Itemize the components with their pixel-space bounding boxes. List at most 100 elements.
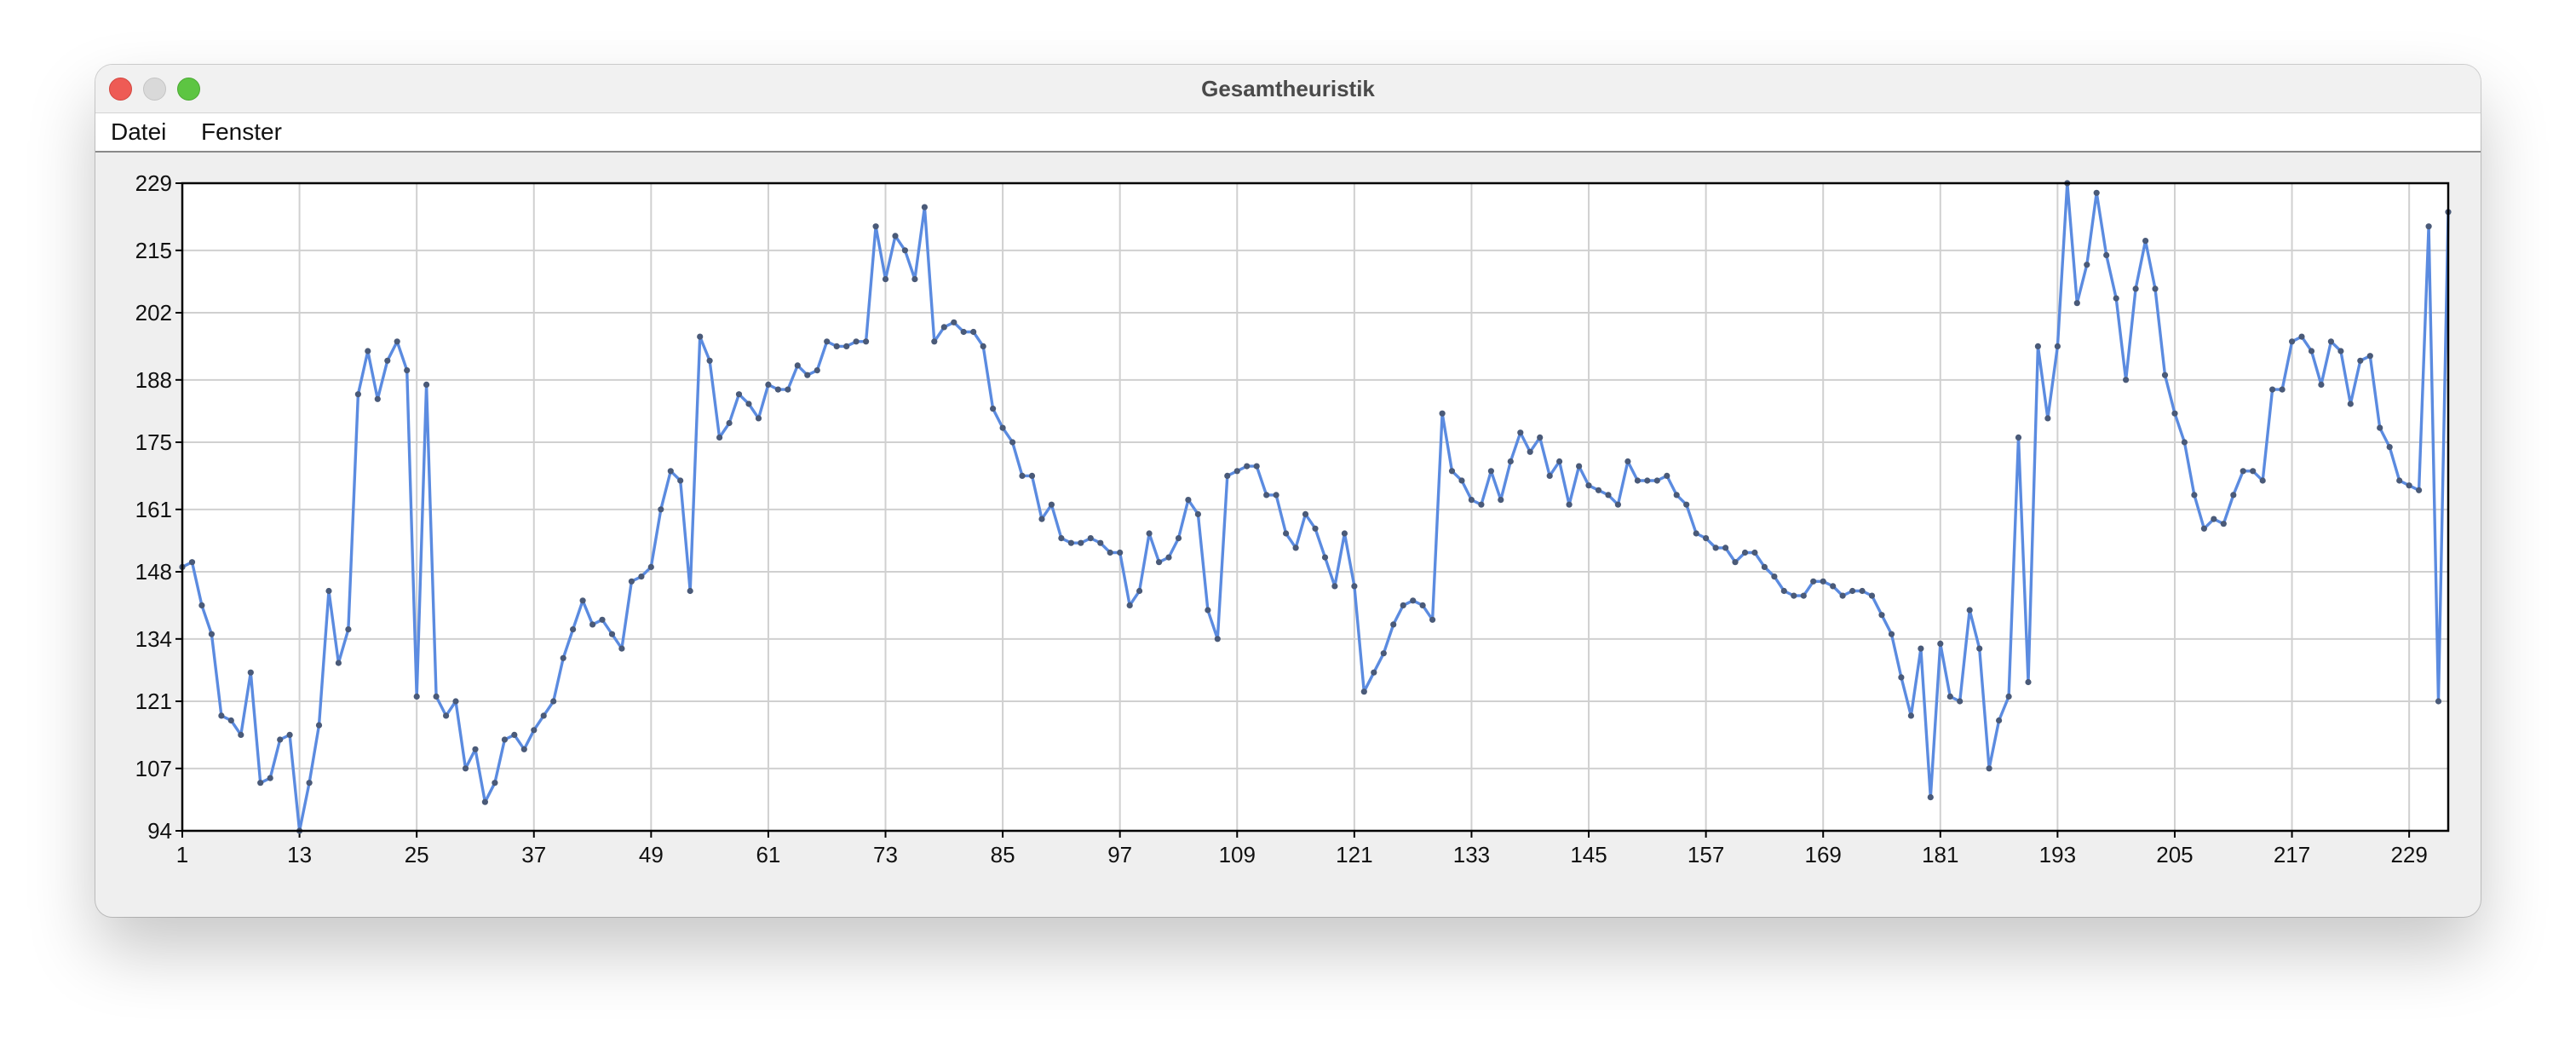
y-tick-label: 175 (135, 429, 172, 455)
data-point (2015, 434, 2022, 441)
data-point (1820, 578, 1826, 585)
x-tick-label: 109 (1219, 842, 1256, 867)
data-point (492, 780, 498, 787)
data-point (1878, 612, 1885, 619)
data-point (608, 631, 616, 637)
data-point (1175, 535, 1182, 542)
data-point (560, 654, 566, 661)
data-point (1214, 636, 1221, 643)
data-point (814, 367, 820, 374)
data-point (247, 669, 254, 676)
data-point (1009, 439, 1016, 446)
data-point (638, 573, 645, 580)
data-point (1751, 549, 1758, 556)
data-point (2073, 300, 2080, 307)
data-point (1653, 477, 1660, 484)
x-tick-label: 229 (2390, 842, 2427, 867)
data-point (1194, 510, 1201, 517)
data-point (1244, 463, 1251, 470)
data-point (2054, 343, 2061, 349)
close-window-button[interactable] (109, 78, 132, 101)
data-point (1927, 794, 1934, 801)
data-point (1038, 516, 1045, 522)
data-point (1898, 674, 1905, 681)
data-point (1263, 492, 1270, 498)
data-point (755, 415, 762, 422)
data-point (345, 626, 352, 633)
data-point (1595, 487, 1602, 493)
data-point (1058, 535, 1065, 542)
data-point (2113, 295, 2119, 302)
data-point (901, 247, 908, 254)
data-point (238, 731, 244, 739)
data-point (1624, 458, 1631, 465)
data-point (1478, 501, 1485, 508)
y-tick-label: 148 (135, 559, 172, 585)
data-point (911, 276, 918, 283)
data-point (1907, 712, 1914, 719)
menu-fenster[interactable]: Fenster (201, 118, 282, 145)
data-point (1771, 573, 1778, 580)
data-point (1585, 482, 1592, 489)
zoom-window-button[interactable] (177, 78, 200, 101)
x-tick-label: 169 (1805, 842, 1842, 867)
data-point (1839, 592, 1846, 599)
data-point (1419, 602, 1426, 609)
data-point (960, 328, 967, 336)
y-tick-label: 215 (135, 238, 172, 263)
x-tick-label: 37 (521, 842, 546, 867)
data-point (188, 559, 196, 566)
data-point (2084, 262, 2090, 268)
data-point (2269, 386, 2276, 393)
data-point (1429, 616, 1436, 623)
data-point (824, 338, 831, 345)
data-point (1126, 602, 1133, 609)
data-point (1028, 472, 1036, 479)
data-point (443, 712, 450, 719)
y-tick-label: 202 (135, 300, 172, 326)
data-point (1761, 563, 1768, 570)
data-point (1888, 631, 1895, 637)
data-point (1683, 501, 1690, 508)
data-point (267, 775, 273, 781)
data-point (374, 395, 381, 402)
data-point (833, 343, 840, 349)
data-point (697, 333, 704, 340)
data-point (511, 731, 518, 739)
data-point (589, 621, 596, 628)
x-tick-label: 121 (1336, 842, 1372, 867)
x-tick-label: 1 (176, 842, 188, 867)
data-point (658, 506, 664, 513)
data-point (306, 780, 313, 787)
data-point (863, 338, 870, 345)
data-point (2259, 477, 2266, 484)
data-point (2347, 400, 2354, 407)
data-point (423, 381, 430, 388)
data-point (1321, 554, 1329, 561)
data-point (540, 712, 547, 719)
data-point (1146, 530, 1153, 537)
data-point (1087, 535, 1094, 542)
data-point (1537, 434, 1544, 441)
data-point (2240, 468, 2246, 475)
data-point (2406, 482, 2412, 489)
data-point (940, 324, 947, 331)
data-point (1918, 645, 1924, 652)
data-point (2211, 516, 2217, 522)
data-point (1458, 477, 1465, 484)
data-point (745, 400, 752, 407)
x-tick-label: 217 (2274, 842, 2310, 867)
data-point (2103, 251, 2110, 258)
data-point (618, 645, 625, 652)
minimize-window-button[interactable] (143, 78, 166, 101)
data-point (1165, 554, 1172, 561)
data-point (794, 362, 801, 369)
data-point (2298, 333, 2305, 340)
data-point (394, 338, 400, 345)
data-point (1556, 458, 1563, 465)
menu-datei[interactable]: Datei (111, 118, 167, 145)
data-point (1185, 497, 1192, 504)
data-point (2200, 525, 2207, 532)
data-point (2093, 189, 2100, 196)
data-point (990, 406, 997, 412)
